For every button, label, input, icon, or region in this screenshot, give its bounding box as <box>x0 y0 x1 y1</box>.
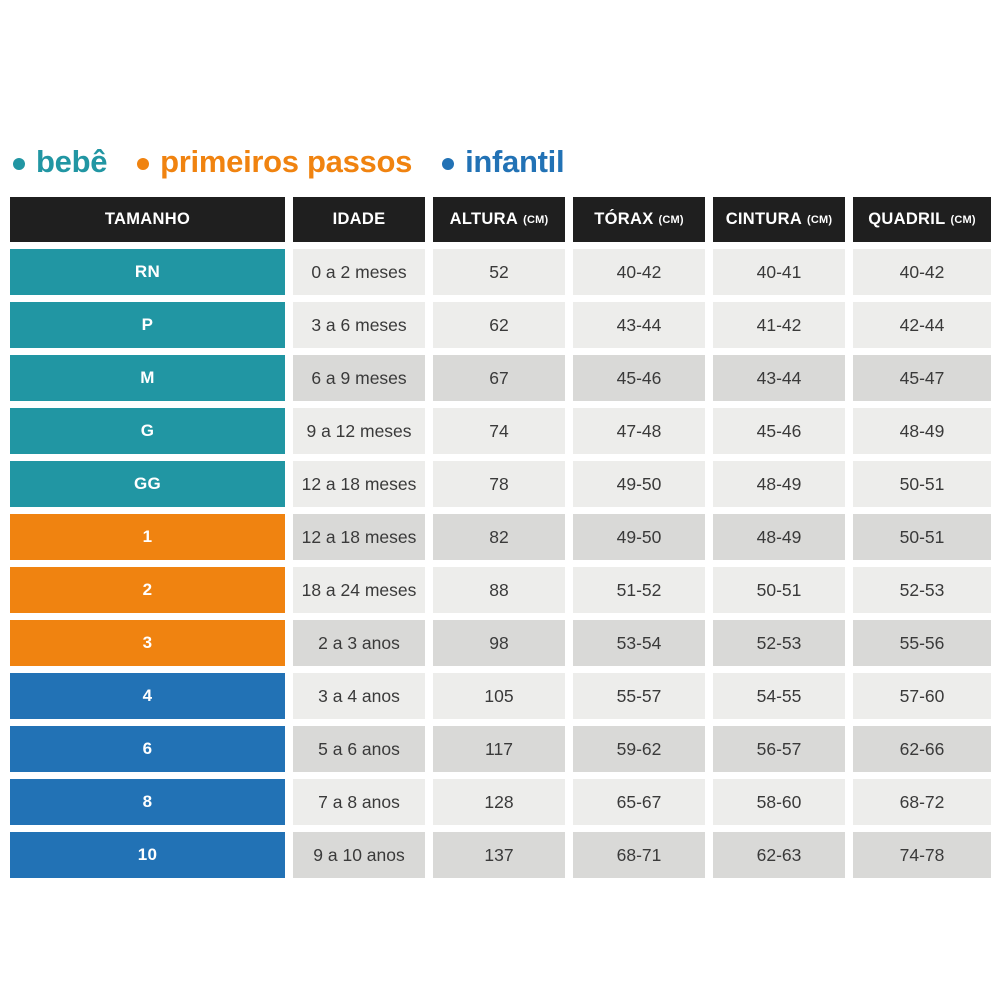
table-cell: 40-42 <box>573 249 705 295</box>
column-header-unit: (CM) <box>807 213 833 226</box>
column-header-5: QUADRIL (CM) <box>853 197 991 242</box>
table-cell: 2 a 3 anos <box>293 620 425 666</box>
bullet-icon <box>137 158 150 170</box>
size-cell-GG: GG <box>10 461 285 507</box>
table-cell: 53-54 <box>573 620 705 666</box>
table-cell: 50-51 <box>853 461 991 507</box>
legend-label: bebê <box>36 144 108 179</box>
size-cell-1: 1 <box>10 514 285 560</box>
table-cell: 52-53 <box>853 567 991 613</box>
size-cell-RN: RN <box>10 249 285 295</box>
table-cell: 48-49 <box>853 408 991 454</box>
table-cell: 137 <box>433 832 565 878</box>
legend-item-infantil: infantil <box>442 144 565 180</box>
table-cell: 0 a 2 meses <box>293 249 425 295</box>
table-cell: 48-49 <box>713 514 845 560</box>
table-cell: 47-48 <box>573 408 705 454</box>
table-cell: 78 <box>433 461 565 507</box>
table-cell: 9 a 10 anos <box>293 832 425 878</box>
table-cell: 67 <box>433 355 565 401</box>
table-cell: 68-72 <box>853 779 991 825</box>
column-header-label: CINTURA <box>725 210 803 228</box>
table-cell: 48-49 <box>713 461 845 507</box>
table-cell: 62 <box>433 302 565 348</box>
size-cell-P: P <box>10 302 285 348</box>
size-cell-4: 4 <box>10 673 285 719</box>
table-cell: 5 a 6 anos <box>293 726 425 772</box>
table-cell: 52 <box>433 249 565 295</box>
table-cell: 62-66 <box>853 726 991 772</box>
column-header-4: CINTURA (CM) <box>713 197 845 242</box>
column-header-label: QUADRIL <box>868 210 946 228</box>
table-cell: 105 <box>433 673 565 719</box>
size-cell-10: 10 <box>10 832 285 878</box>
table-cell: 49-50 <box>573 461 705 507</box>
column-header-unit: (CM) <box>523 213 549 226</box>
table-cell: 128 <box>433 779 565 825</box>
category-legend: bebê primeiros passos infantil <box>13 144 565 180</box>
column-header-3: TÓRAX (CM) <box>573 197 705 242</box>
table-cell: 12 a 18 meses <box>293 461 425 507</box>
table-cell: 18 a 24 meses <box>293 567 425 613</box>
bullet-icon <box>442 158 455 170</box>
table-cell: 68-71 <box>573 832 705 878</box>
table-cell: 45-46 <box>573 355 705 401</box>
table-cell: 42-44 <box>853 302 991 348</box>
table-cell: 45-47 <box>853 355 991 401</box>
table-cell: 9 a 12 meses <box>293 408 425 454</box>
size-cell-2: 2 <box>10 567 285 613</box>
table-cell: 59-62 <box>573 726 705 772</box>
table-cell: 57-60 <box>853 673 991 719</box>
table-cell: 6 a 9 meses <box>293 355 425 401</box>
table-cell: 50-51 <box>713 567 845 613</box>
size-cell-6: 6 <box>10 726 285 772</box>
size-cell-3: 3 <box>10 620 285 666</box>
size-chart-table: TAMANHO IDADE ALTURA (CM) TÓRAX (CM) CINTURA (C… <box>10 197 991 878</box>
table-cell: 7 a 8 anos <box>293 779 425 825</box>
legend-label: infantil <box>465 144 565 179</box>
table-cell: 74-78 <box>853 832 991 878</box>
table-cell: 52-53 <box>713 620 845 666</box>
table-cell: 50-51 <box>853 514 991 560</box>
table-cell: 88 <box>433 567 565 613</box>
table-cell: 54-55 <box>713 673 845 719</box>
column-header-label: TAMANHO <box>104 210 191 228</box>
table-cell: 40-42 <box>853 249 991 295</box>
bullet-icon <box>13 158 25 170</box>
table-cell: 49-50 <box>573 514 705 560</box>
column-header-label: IDADE <box>332 210 386 228</box>
table-cell: 41-42 <box>713 302 845 348</box>
table-cell: 40-41 <box>713 249 845 295</box>
table-cell: 55-56 <box>853 620 991 666</box>
table-cell: 82 <box>433 514 565 560</box>
column-header-0: TAMANHO <box>10 197 285 242</box>
legend-label: primeiros passos <box>160 144 413 179</box>
table-cell: 3 a 4 anos <box>293 673 425 719</box>
column-header-label: ALTURA <box>449 210 519 228</box>
column-header-unit: (CM) <box>658 213 684 226</box>
size-cell-M: M <box>10 355 285 401</box>
size-cell-G: G <box>10 408 285 454</box>
table-cell: 43-44 <box>573 302 705 348</box>
table-cell: 43-44 <box>713 355 845 401</box>
table-cell: 58-60 <box>713 779 845 825</box>
legend-item-primeiros_passos: primeiros passos <box>137 144 412 180</box>
table-cell: 117 <box>433 726 565 772</box>
column-header-1: IDADE <box>293 197 425 242</box>
table-cell: 55-57 <box>573 673 705 719</box>
column-header-unit: (CM) <box>950 213 976 226</box>
size-cell-8: 8 <box>10 779 285 825</box>
table-cell: 74 <box>433 408 565 454</box>
table-cell: 12 a 18 meses <box>293 514 425 560</box>
legend-item-bebe: bebê <box>13 144 107 180</box>
table-cell: 51-52 <box>573 567 705 613</box>
table-cell: 56-57 <box>713 726 845 772</box>
table-cell: 98 <box>433 620 565 666</box>
table-cell: 62-63 <box>713 832 845 878</box>
column-header-label: TÓRAX <box>594 210 654 228</box>
column-header-2: ALTURA (CM) <box>433 197 565 242</box>
table-cell: 3 a 6 meses <box>293 302 425 348</box>
table-cell: 65-67 <box>573 779 705 825</box>
table-cell: 45-46 <box>713 408 845 454</box>
